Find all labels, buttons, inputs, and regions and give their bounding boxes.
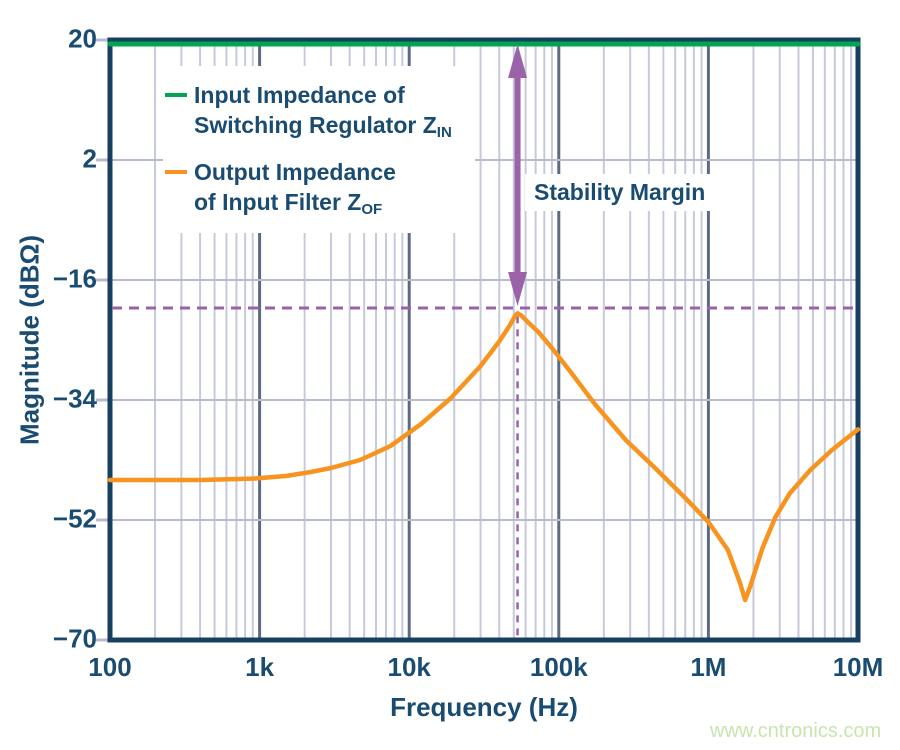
y-tick-label: −52 (52, 503, 97, 534)
legend-label-zof: Output Impedance of Input Filter ZOF (194, 157, 396, 221)
legend: Input Impedance of Switching Regulator Z… (163, 66, 475, 233)
x-tick-label: 10M (832, 652, 884, 682)
y-tick-label: −70 (52, 623, 97, 654)
legend-swatch-zof-line (165, 170, 187, 174)
legend-zin-line2: Switching Regulator Z (194, 112, 437, 138)
y-axis-title-text: Magnitude (dBΩ) (14, 234, 45, 446)
x-tick-label: 1M (690, 652, 727, 682)
x-tick-label: 100 (88, 652, 132, 682)
x-axis-title: Frequency (Hz) (390, 692, 578, 722)
stability-margin-label: Stability Margin (525, 174, 715, 211)
legend-zof-line2: of Input Filter Z (194, 189, 362, 215)
x-tick-label: 10k (387, 652, 431, 682)
legend-zof-subscript: OF (361, 201, 383, 218)
legend-zin-subscript: IN (436, 124, 452, 141)
watermark: www.cntronics.com (710, 720, 882, 742)
x-tick-label: 1k (245, 652, 275, 682)
legend-label-zin: Input Impedance of Switching Regulator Z… (194, 80, 452, 144)
legend-zof-line1: Output Impedance (194, 159, 396, 185)
y-tick-label: −16 (52, 263, 97, 294)
y-tick-label: −34 (52, 383, 97, 414)
legend-item-zin: Input Impedance of Switching Regulator Z… (165, 80, 475, 144)
legend-item-zof: Output Impedance of Input Filter ZOF (165, 157, 475, 221)
y-tick-label: 2 (82, 143, 97, 174)
legend-swatch-zin-line (165, 93, 187, 97)
legend-zin-line1: Input Impedance of (194, 82, 405, 108)
y-tick-label: 20 (68, 23, 97, 54)
x-tick-label: 100k (529, 652, 588, 682)
